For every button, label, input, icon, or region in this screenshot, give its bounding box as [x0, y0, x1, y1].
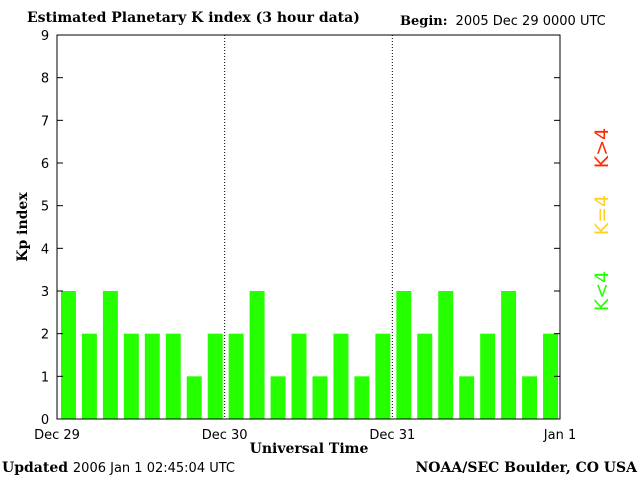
- y-tick-label-8: 8: [41, 72, 49, 87]
- y-tick-label-9: 9: [41, 29, 49, 44]
- bar-2: [102, 291, 118, 419]
- bar-15: [375, 333, 391, 419]
- bar-3: [123, 333, 139, 419]
- y-tick-label-2: 2: [41, 328, 49, 343]
- bar-20: [480, 333, 496, 419]
- updated-value: 2006 Jan 1 02:45:04 UTC: [72, 461, 235, 476]
- bar-16: [396, 291, 412, 419]
- bar-17: [417, 333, 433, 419]
- x-axis-title: Universal Time: [250, 441, 369, 457]
- y-tick-label-0: 0: [41, 413, 49, 428]
- bar-19: [459, 376, 475, 419]
- bar-6: [186, 376, 202, 419]
- x-tick-label-3: Jan 1: [543, 428, 576, 443]
- bar-8: [228, 333, 244, 419]
- bar-0: [61, 291, 76, 419]
- bar-11: [291, 333, 307, 419]
- bar-22: [522, 376, 538, 419]
- legend-item-2: K<4: [591, 271, 613, 311]
- y-tick-label-6: 6: [41, 157, 49, 172]
- y-tick-label-4: 4: [41, 242, 49, 257]
- bar-14: [354, 376, 370, 419]
- y-tick-label-3: 3: [41, 285, 49, 300]
- y-tick-label-7: 7: [41, 114, 49, 129]
- x-tick-label-1: Dec 30: [202, 428, 248, 443]
- x-tick-label-2: Dec 31: [369, 428, 415, 443]
- legend-item-1: K=4: [591, 195, 613, 235]
- x-tick-label-0: Dec 29: [34, 428, 80, 443]
- bar-21: [501, 291, 517, 419]
- begin-value: 2005 Dec 29 0000 UTC: [455, 14, 606, 29]
- bar-1: [81, 333, 97, 419]
- legend-item-0: K>4: [591, 128, 613, 168]
- bar-4: [144, 333, 160, 419]
- updated-label: Updated: [2, 460, 69, 476]
- begin-time: Begin: 2005 Dec 29 0000 UTC: [400, 14, 606, 29]
- bar-13: [333, 333, 349, 419]
- y-tick-label-1: 1: [41, 370, 49, 385]
- begin-label: Begin:: [400, 14, 448, 29]
- chart-title: Estimated Planetary K index (3 hour data…: [27, 10, 360, 26]
- bar-7: [207, 333, 223, 419]
- plot-frame: [56, 34, 561, 420]
- credit-text: NOAA/SEC Boulder, CO USA: [415, 460, 638, 476]
- bar-12: [312, 376, 328, 419]
- y-tick-label-5: 5: [41, 200, 49, 215]
- bar-5: [165, 333, 181, 419]
- y-axis-title: Kp index: [15, 192, 31, 262]
- updated-timestamp: Updated 2006 Jan 1 02:45:04 UTC: [2, 460, 235, 476]
- bar-23: [543, 333, 558, 419]
- bar-18: [438, 291, 454, 419]
- bar-9: [249, 291, 265, 419]
- bar-10: [270, 376, 286, 419]
